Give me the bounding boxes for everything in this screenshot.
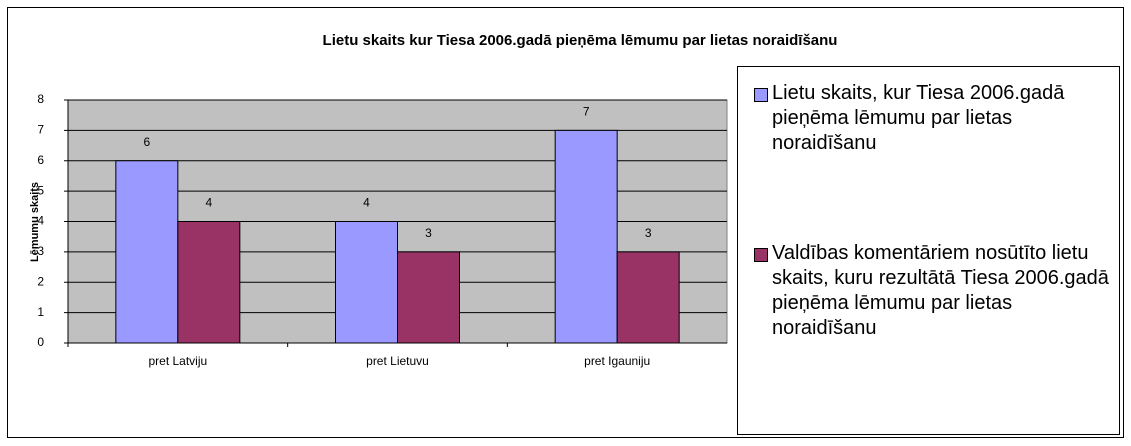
y-tick-label: 5 [37,183,44,197]
x-tick-label: pret Igauniju [584,354,650,368]
chart-title: Lietu skaits kur Tiesa 2006.gadā pieņēma… [323,32,838,49]
legend: Lietu skaits, kur Tiesa 2006.gadā pieņēm… [737,66,1120,435]
data-label: 3 [425,226,432,240]
x-tick-label: pret Latviju [148,354,207,368]
data-label: 7 [583,105,590,119]
y-tick-label: 7 [37,123,44,137]
y-tick-label: 3 [37,244,44,258]
legend-entry: Lietu skaits, kur Tiesa 2006.gadā pieņēm… [754,81,1109,156]
bar [335,221,398,344]
y-tick-label: 1 [37,305,44,319]
data-label: 4 [205,196,212,210]
x-tick-label: pret Lietuvu [366,354,429,368]
data-label: 6 [143,135,150,149]
y-tick-label: 2 [37,274,44,288]
legend-label: Valdības komentāriem nosūtīto lietu skai… [772,242,1109,339]
data-label: 4 [363,196,370,210]
legend-swatch [754,88,768,102]
y-tick-label: 0 [37,335,44,349]
bar [397,251,460,344]
y-tick-label: 8 [37,92,44,106]
bar [177,221,241,344]
bar [616,251,680,344]
legend-swatch [754,248,768,262]
bar [115,160,179,344]
legend-label: Lietu skaits, kur Tiesa 2006.gadā pieņēm… [772,82,1065,154]
data-label: 3 [645,226,652,240]
y-axis-label: Lēmumu skaits [29,182,41,262]
bar [554,129,618,344]
legend-entry: Valdības komentāriem nosūtīto lietu skai… [754,241,1109,341]
y-tick-label: 6 [37,153,44,167]
y-tick-label: 4 [37,214,44,228]
